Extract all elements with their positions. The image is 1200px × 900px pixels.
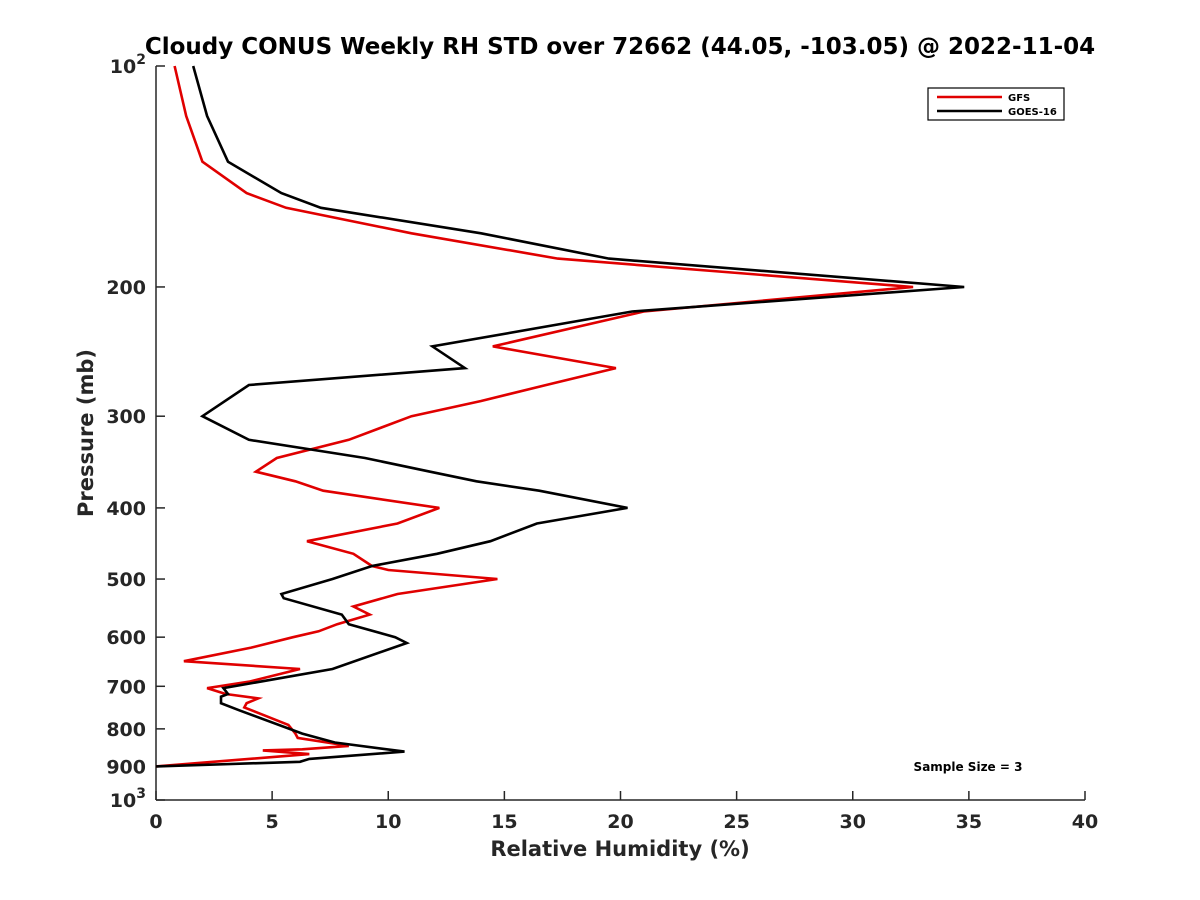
y-tick-label: 700 (106, 676, 146, 698)
y-tick-label: 800 (106, 719, 146, 741)
x-tick-label: 15 (491, 811, 517, 833)
y-tick-label-base: 500 (106, 569, 146, 591)
x-axis-title: Relative Humidity (%) (490, 837, 749, 861)
y-tick-label-base: 300 (106, 406, 146, 428)
x-ticks: 0 5 10 15 20 25 30 35 40 (149, 791, 1098, 833)
y-tick-label-base: 10 (110, 790, 136, 812)
y-tick-label-base: 700 (106, 676, 146, 698)
y-tick-label-base: 600 (106, 627, 146, 649)
legend: GFS GOES-16 (927, 87, 1065, 121)
series-lines (155, 65, 965, 768)
y-tick-label-base: 800 (106, 719, 146, 741)
y-tick-label: 900 (106, 756, 146, 778)
legend-box (927, 87, 1065, 121)
y-tick-label: 500 (106, 569, 146, 591)
y-axis-title: Pressure (mb) (74, 349, 98, 517)
y-tick-label: 300 (106, 406, 146, 428)
y-tick-label: 102 (110, 52, 146, 78)
legend-label-goes-16: GOES-16 (1008, 107, 1057, 118)
x-tick-label: 10 (375, 811, 401, 833)
legend-label-gfs: GFS (1008, 93, 1030, 104)
y-tick-label-base: 900 (106, 756, 146, 778)
y-tick-label-exponent: 3 (136, 786, 146, 802)
y-tick-label-base: 400 (106, 498, 146, 520)
y-tick-label: 400 (106, 498, 146, 520)
y-tick-label-base: 10 (110, 56, 136, 78)
y-tick-label: 200 (106, 277, 146, 299)
sample-size-annotation: Sample Size = 3 (914, 760, 1023, 774)
x-tick-label: 5 (266, 811, 279, 833)
x-tick-label: 30 (840, 811, 866, 833)
x-tick-label: 40 (1072, 811, 1098, 833)
y-tick-label: 103 (110, 786, 146, 812)
x-tick-label: 25 (723, 811, 749, 833)
y-tick-label: 600 (106, 627, 146, 649)
x-tick-label: 0 (149, 811, 162, 833)
chart-title: Cloudy CONUS Weekly RH STD over 72662 (4… (145, 34, 1095, 60)
y-tick-label-exponent: 2 (136, 52, 146, 68)
y-tick-label-base: 200 (106, 277, 146, 299)
series-line-goes-16 (155, 65, 965, 768)
x-tick-label: 35 (956, 811, 982, 833)
x-tick-label: 20 (607, 811, 633, 833)
